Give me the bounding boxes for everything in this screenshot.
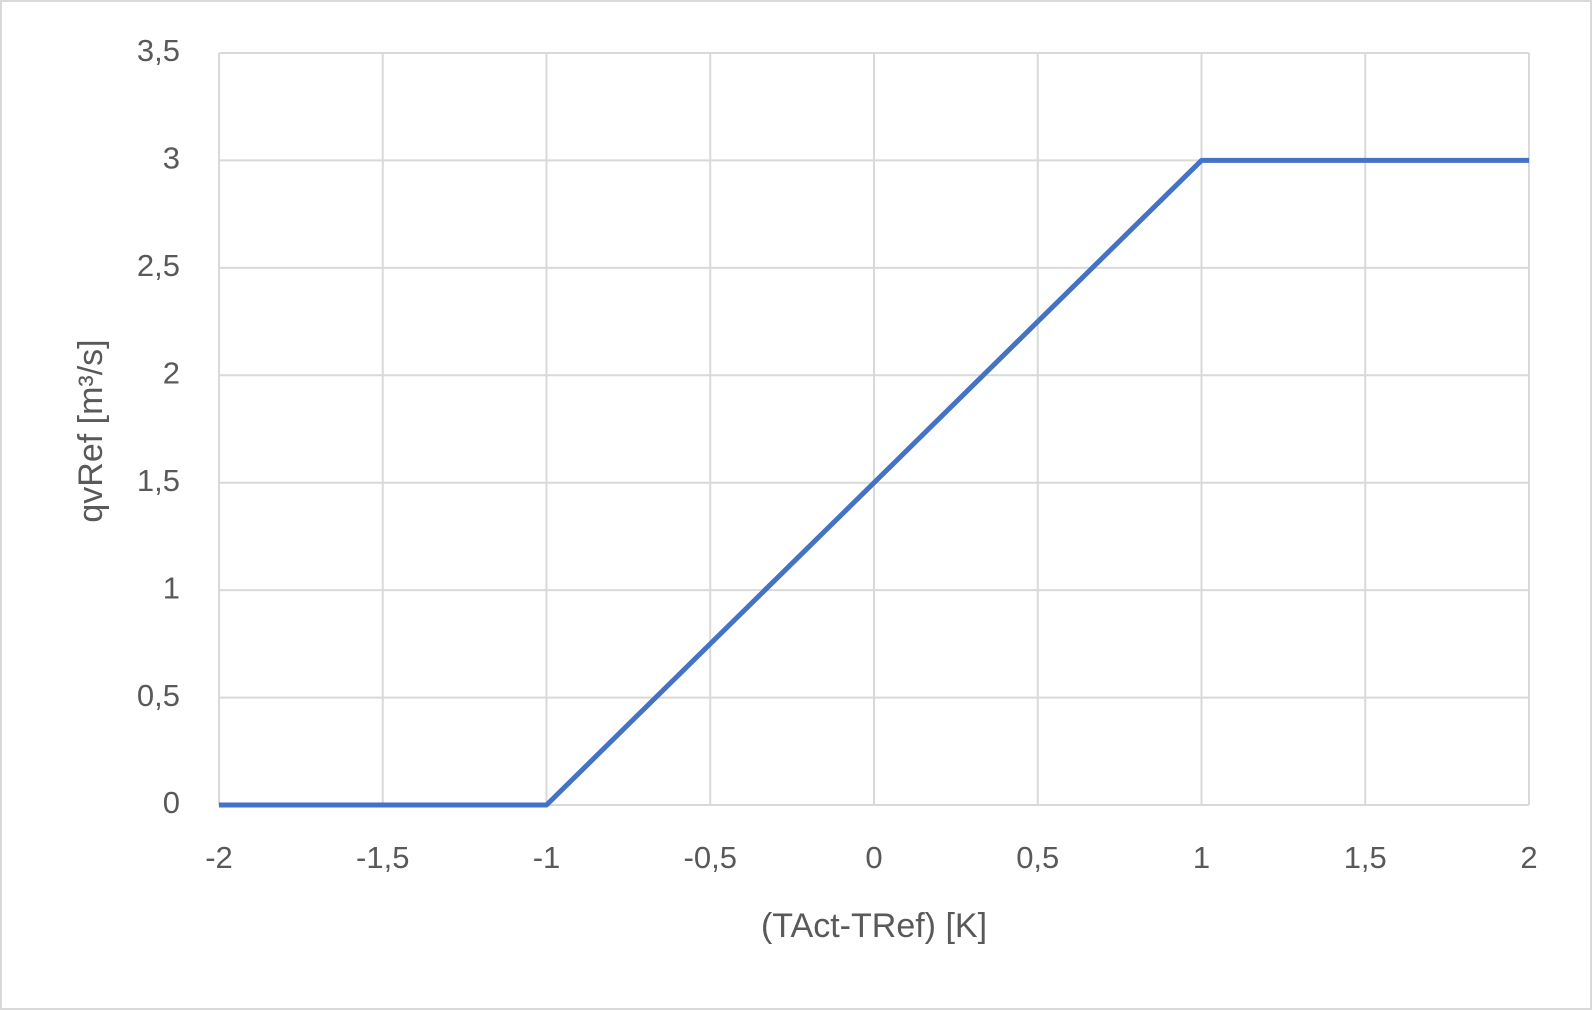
x-tick-label: 2 [1520, 840, 1537, 875]
y-tick-label: 2 [163, 355, 180, 390]
y-tick-label: 0,5 [137, 678, 180, 713]
x-tick-label: 0,5 [1016, 840, 1059, 875]
x-tick-label: -1,5 [356, 840, 409, 875]
y-tick-label: 3 [163, 141, 180, 176]
x-axis-title: (TAct-TRef) [K] [761, 907, 987, 945]
y-tick-label: 1 [163, 570, 180, 605]
x-tick-label: 1,5 [1344, 840, 1387, 875]
x-tick-label: -2 [205, 840, 233, 875]
x-tick-label: -1 [533, 840, 561, 875]
y-tick-label: 1,5 [137, 463, 180, 498]
x-tick-label: -0,5 [684, 840, 737, 875]
y-axis-title: qvRef [m³/s] [72, 339, 110, 522]
y-tick-label: 2,5 [137, 248, 180, 283]
y-tick-label: 0 [163, 785, 180, 820]
x-tick-label: 0 [865, 840, 882, 875]
x-tick-label: 1 [1193, 840, 1210, 875]
y-tick-label: 3,5 [137, 33, 180, 68]
data-line [219, 157, 1529, 808]
